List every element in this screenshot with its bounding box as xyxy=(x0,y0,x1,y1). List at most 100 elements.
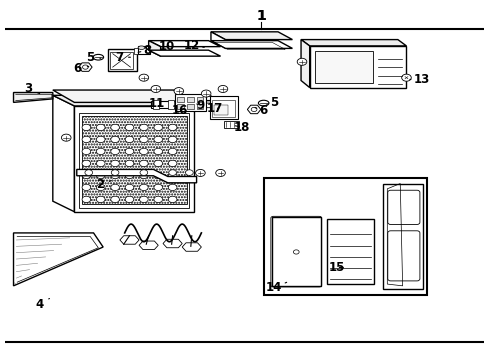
Text: 13: 13 xyxy=(409,73,429,86)
Text: 9: 9 xyxy=(196,99,204,112)
Bar xyxy=(212,100,234,117)
Circle shape xyxy=(82,172,90,179)
Circle shape xyxy=(125,148,134,154)
Circle shape xyxy=(96,160,105,167)
Circle shape xyxy=(168,170,176,175)
Circle shape xyxy=(125,172,134,179)
Circle shape xyxy=(401,74,410,81)
Bar xyxy=(196,104,203,109)
Polygon shape xyxy=(247,105,260,114)
Bar xyxy=(81,116,186,204)
Polygon shape xyxy=(301,40,309,87)
Polygon shape xyxy=(120,236,139,244)
Circle shape xyxy=(82,184,90,190)
Polygon shape xyxy=(148,50,220,56)
Text: 5: 5 xyxy=(265,96,278,109)
Text: 15: 15 xyxy=(327,261,344,274)
Ellipse shape xyxy=(258,100,268,106)
Polygon shape xyxy=(163,239,182,248)
Circle shape xyxy=(168,184,177,190)
Text: 17: 17 xyxy=(206,102,223,115)
Polygon shape xyxy=(79,63,92,71)
Circle shape xyxy=(293,250,299,254)
Circle shape xyxy=(139,124,148,131)
Circle shape xyxy=(125,124,134,131)
Circle shape xyxy=(96,124,105,131)
Circle shape xyxy=(111,136,119,143)
Text: 2: 2 xyxy=(96,178,111,191)
Bar xyxy=(186,97,193,102)
Bar xyxy=(263,178,426,294)
Circle shape xyxy=(96,172,105,179)
Bar xyxy=(79,113,189,208)
Circle shape xyxy=(82,196,90,203)
Polygon shape xyxy=(272,217,321,286)
Circle shape xyxy=(154,160,162,167)
Circle shape xyxy=(96,136,105,143)
Polygon shape xyxy=(189,96,196,108)
Text: 14: 14 xyxy=(265,281,286,294)
Circle shape xyxy=(218,85,227,93)
Text: 18: 18 xyxy=(233,121,250,134)
Circle shape xyxy=(154,172,162,179)
Polygon shape xyxy=(53,95,194,106)
Polygon shape xyxy=(14,93,53,102)
Polygon shape xyxy=(182,243,201,251)
Bar xyxy=(224,121,238,128)
Circle shape xyxy=(125,196,134,203)
Circle shape xyxy=(215,170,225,176)
Circle shape xyxy=(111,160,119,167)
Circle shape xyxy=(125,184,134,190)
Circle shape xyxy=(111,172,119,179)
Text: 3: 3 xyxy=(24,82,40,95)
Circle shape xyxy=(85,170,92,175)
Circle shape xyxy=(195,170,205,176)
Polygon shape xyxy=(74,106,194,212)
Polygon shape xyxy=(53,95,74,212)
Bar xyxy=(175,94,206,111)
Bar xyxy=(138,46,150,54)
Circle shape xyxy=(82,124,90,131)
Polygon shape xyxy=(326,219,373,284)
Circle shape xyxy=(96,196,105,203)
Circle shape xyxy=(251,107,256,112)
Circle shape xyxy=(168,124,177,131)
Polygon shape xyxy=(189,103,218,108)
Circle shape xyxy=(168,136,177,143)
Circle shape xyxy=(139,184,148,190)
Circle shape xyxy=(125,136,134,143)
Circle shape xyxy=(111,148,119,154)
Circle shape xyxy=(154,184,162,190)
Circle shape xyxy=(82,65,88,69)
Polygon shape xyxy=(210,32,292,40)
Text: 16: 16 xyxy=(171,104,187,117)
Text: 1: 1 xyxy=(256,9,265,23)
Polygon shape xyxy=(139,241,158,249)
Circle shape xyxy=(82,148,90,154)
Polygon shape xyxy=(189,96,218,100)
Bar xyxy=(213,105,228,115)
Text: 11: 11 xyxy=(149,96,165,109)
Ellipse shape xyxy=(93,54,103,60)
Circle shape xyxy=(174,87,183,95)
Polygon shape xyxy=(148,41,160,56)
Circle shape xyxy=(111,184,119,190)
Circle shape xyxy=(111,170,119,175)
Circle shape xyxy=(111,124,119,131)
Polygon shape xyxy=(53,90,194,102)
Circle shape xyxy=(168,160,177,167)
Bar xyxy=(134,48,143,54)
Circle shape xyxy=(139,148,148,154)
Circle shape xyxy=(185,170,193,175)
Circle shape xyxy=(139,160,148,167)
Circle shape xyxy=(139,136,148,143)
Circle shape xyxy=(139,172,148,179)
Bar xyxy=(153,100,159,109)
Text: 8: 8 xyxy=(138,44,151,57)
Bar xyxy=(110,52,133,69)
Text: 4: 4 xyxy=(35,298,49,311)
Polygon shape xyxy=(301,40,406,46)
Bar xyxy=(151,101,177,108)
Circle shape xyxy=(201,90,210,97)
Circle shape xyxy=(168,148,177,154)
